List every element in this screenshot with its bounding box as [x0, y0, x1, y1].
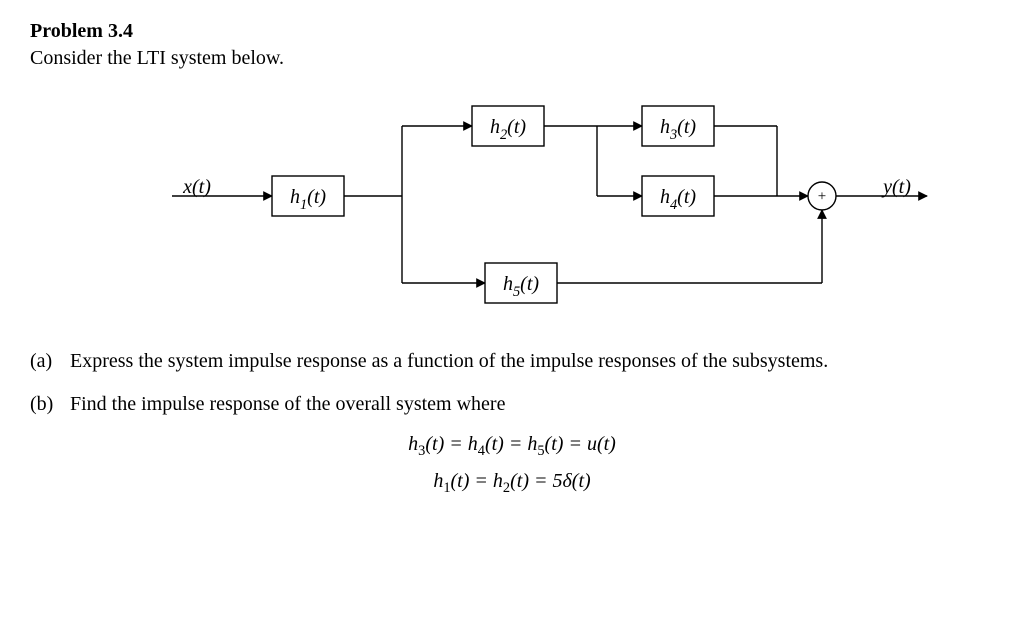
problem-intro: Consider the LTI system below.: [30, 47, 994, 70]
part-a: (a) Express the system impulse response …: [30, 347, 994, 376]
svg-text:y(t): y(t): [881, 176, 911, 198]
part-a-text: Express the system impulse response as a…: [70, 347, 994, 376]
part-a-marker: (a): [30, 347, 70, 376]
problem-title: Problem 3.4: [30, 20, 994, 43]
part-b: (b) Find the impulse response of the ove…: [30, 390, 994, 419]
part-b-text: Find the impulse response of the overall…: [70, 390, 994, 419]
svg-text:+: +: [818, 188, 826, 204]
block-diagram: x(t)h1(t)h2(t)h3(t)h4(t)h5(t)+y(t): [30, 88, 994, 323]
svg-text:x(t): x(t): [182, 176, 211, 198]
subparts: (a) Express the system impulse response …: [30, 347, 994, 419]
equation-2: h1(t) = h2(t) = 5δ(t): [30, 470, 994, 497]
equation-1: h3(t) = h4(t) = h5(t) = u(t): [30, 433, 994, 460]
part-b-marker: (b): [30, 390, 70, 419]
